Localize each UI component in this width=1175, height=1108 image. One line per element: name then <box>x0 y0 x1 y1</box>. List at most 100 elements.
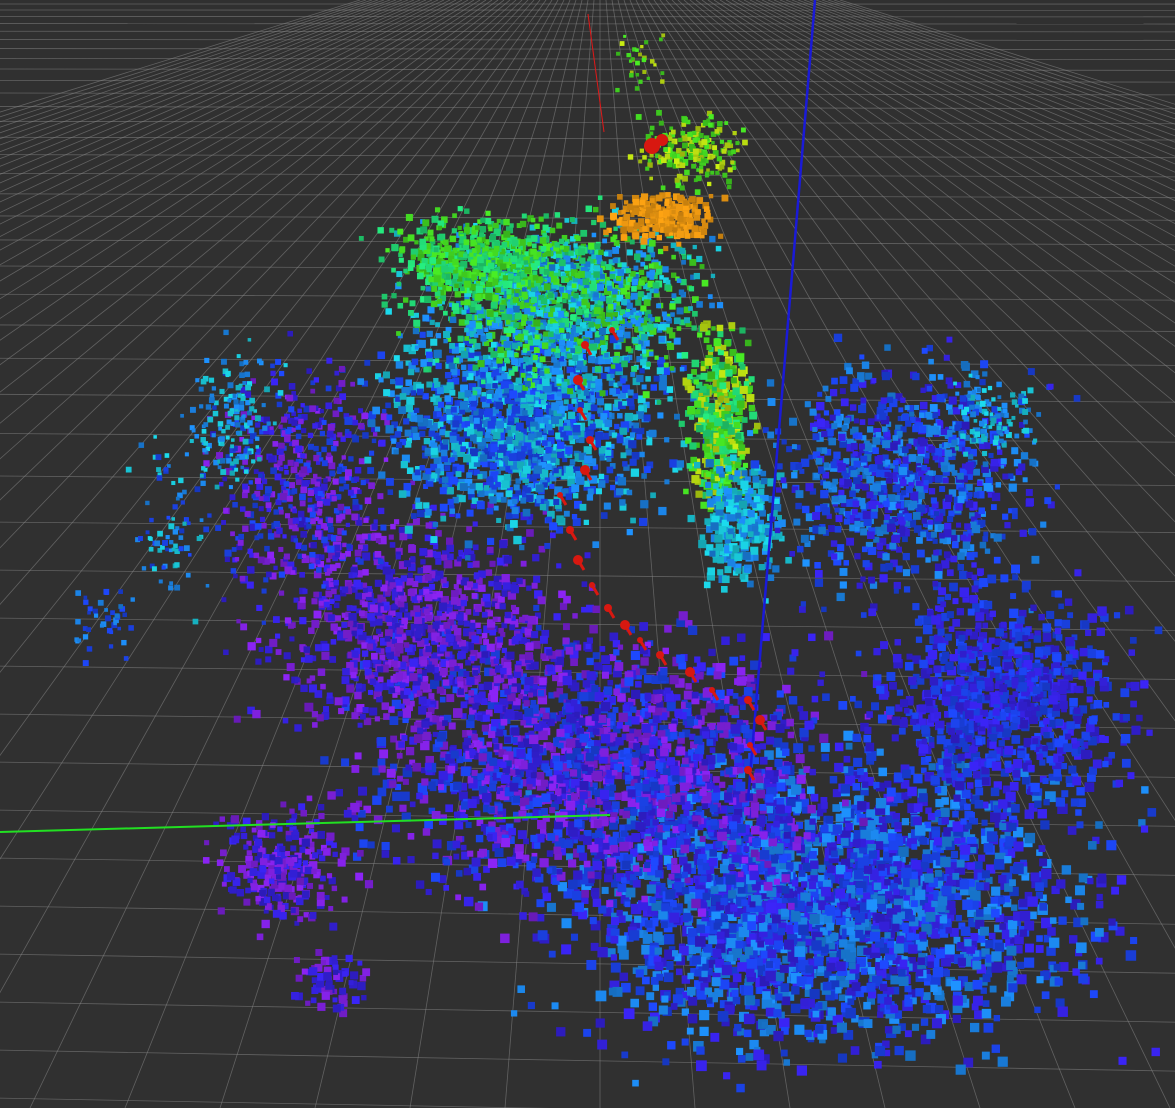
voxel <box>916 969 924 977</box>
voxel <box>455 894 462 901</box>
voxel <box>644 841 654 852</box>
voxel <box>723 1072 731 1080</box>
voxel <box>746 681 756 691</box>
voxel <box>759 928 768 938</box>
voxel <box>599 646 606 652</box>
voxel <box>815 1025 824 1034</box>
voxel <box>452 708 463 718</box>
voxel <box>453 811 461 818</box>
voxel <box>624 765 631 772</box>
voxel <box>410 630 419 639</box>
voxel <box>666 757 676 766</box>
voxel <box>460 801 470 810</box>
voxel <box>341 612 347 618</box>
voxel <box>514 815 521 823</box>
voxel <box>626 815 636 825</box>
voxel <box>812 931 823 943</box>
voxel <box>377 787 387 797</box>
voxel <box>975 919 985 929</box>
voxel <box>526 784 533 790</box>
voxel <box>405 746 415 756</box>
voxel <box>877 993 888 1004</box>
voxel <box>391 638 397 644</box>
voxel <box>893 1010 902 1019</box>
voxel <box>675 678 685 688</box>
grid-line <box>0 0 451 225</box>
voxel <box>872 975 883 987</box>
voxel <box>293 597 299 603</box>
voxel <box>635 709 643 717</box>
voxel <box>657 824 665 833</box>
voxel <box>560 792 568 800</box>
voxel <box>823 857 833 867</box>
voxel <box>670 732 677 740</box>
voxel <box>889 883 898 892</box>
voxel <box>716 791 726 801</box>
voxel <box>981 948 990 957</box>
voxel <box>625 914 633 922</box>
voxel <box>565 786 575 796</box>
voxel <box>791 912 801 922</box>
voxel <box>614 771 622 780</box>
voxel <box>960 998 970 1008</box>
voxel <box>592 861 603 871</box>
voxel <box>580 706 589 715</box>
voxel <box>442 581 449 588</box>
voxel <box>780 1026 789 1035</box>
voxel <box>684 920 693 928</box>
voxel <box>618 949 629 960</box>
voxel <box>822 879 832 889</box>
voxel <box>580 791 588 800</box>
voxel <box>835 915 846 925</box>
voxel <box>603 686 613 696</box>
voxel <box>631 716 640 725</box>
voxel <box>826 841 837 851</box>
voxel <box>422 828 431 836</box>
voxel <box>367 613 375 621</box>
voxel <box>510 752 521 762</box>
voxel <box>634 915 642 923</box>
voxel <box>432 715 440 723</box>
voxel <box>696 924 706 934</box>
voxel <box>651 908 658 916</box>
voxel <box>287 561 295 569</box>
voxel <box>836 1022 847 1033</box>
voxel <box>569 769 578 777</box>
voxel <box>445 804 454 813</box>
voxel <box>578 910 588 920</box>
voxel <box>817 876 829 887</box>
voxel <box>593 871 602 880</box>
voxel <box>605 764 612 771</box>
voxel <box>641 895 648 903</box>
voxel <box>700 708 708 716</box>
voxel <box>621 733 629 741</box>
voxel <box>786 924 796 935</box>
voxel <box>526 777 536 787</box>
voxel <box>720 770 727 777</box>
voxel <box>385 579 391 585</box>
voxel <box>681 801 691 810</box>
voxel <box>452 686 460 694</box>
voxel <box>333 602 340 609</box>
voxel <box>1125 950 1137 961</box>
voxel <box>821 833 832 843</box>
voxel <box>666 863 674 871</box>
voxel <box>811 695 819 703</box>
voxel <box>585 752 595 762</box>
voxel <box>490 656 497 663</box>
voxel <box>838 994 846 1001</box>
voxel <box>706 667 715 676</box>
voxel <box>697 902 708 913</box>
voxel <box>866 996 876 1005</box>
voxel <box>758 836 769 847</box>
voxel <box>816 809 824 817</box>
voxel <box>502 829 512 840</box>
voxel <box>755 780 764 789</box>
voxel <box>776 775 786 785</box>
voxel <box>876 832 887 843</box>
voxel <box>496 557 505 566</box>
voxel <box>938 764 946 773</box>
voxel <box>432 839 442 849</box>
